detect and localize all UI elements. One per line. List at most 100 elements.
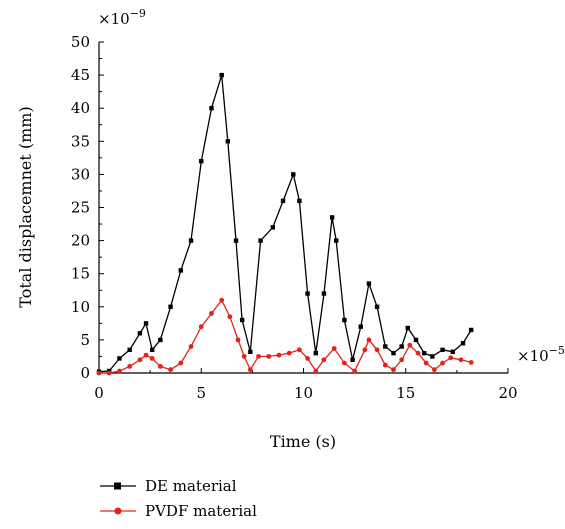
data-point [383, 344, 388, 349]
data-point [106, 370, 112, 376]
data-point [391, 350, 396, 356]
data-point [321, 357, 327, 363]
data-point [209, 106, 214, 111]
legend-item: DE material [100, 477, 237, 495]
data-point [280, 198, 286, 204]
y-multiplier: ×10−9 [98, 7, 146, 28]
data-point [313, 368, 319, 374]
data-point [468, 360, 474, 365]
data-point [297, 347, 302, 353]
x-tick-label: 5 [196, 384, 206, 402]
data-point [421, 350, 427, 356]
data-point [468, 327, 474, 333]
series-line [99, 298, 472, 374]
data-point [286, 350, 292, 356]
data-point [199, 158, 204, 164]
data-point [431, 367, 437, 373]
x-ticks: 0 5 10 15 20 [94, 368, 518, 402]
data-point [258, 238, 263, 243]
legend: DE material PVDF material [100, 477, 257, 520]
y-tick-label: 45 [71, 66, 90, 84]
data-point [334, 238, 339, 243]
data-point [399, 357, 405, 363]
data-point [188, 344, 194, 349]
x-multiplier: ×10−5 [517, 344, 565, 365]
data-point [405, 325, 410, 331]
x-axis-title: Time (s) [270, 432, 336, 451]
series-line [98, 74, 472, 373]
data-point [342, 317, 347, 323]
data-point [209, 311, 214, 316]
y-ticks: 0 5 10 15 20 25 30 35 40 45 50 [71, 33, 104, 382]
legend-marker [114, 482, 121, 490]
y-tick-label: 10 [71, 298, 90, 316]
data-point [321, 291, 327, 296]
data-point [256, 354, 261, 359]
legend-marker [114, 507, 122, 515]
y-tick-label: 25 [71, 199, 90, 217]
data-point [399, 344, 404, 349]
data-point [297, 198, 302, 204]
y-tick-label: 35 [71, 132, 90, 150]
data-point [276, 352, 282, 358]
data-point [460, 341, 466, 346]
data-point [362, 347, 368, 353]
data-point [137, 331, 143, 336]
data-point [96, 370, 102, 376]
data-point [198, 324, 204, 330]
y-axis-title: Total displacemnet (mm) [16, 106, 35, 307]
data-point [270, 225, 276, 230]
data-point [358, 324, 363, 329]
y-tick-label: 5 [80, 331, 90, 349]
data-point [391, 367, 396, 373]
data-point [450, 349, 455, 355]
data-point [415, 350, 421, 356]
x-tick-label: 20 [498, 384, 517, 402]
data-point [305, 356, 310, 361]
data-point [247, 367, 253, 373]
data-point [149, 347, 155, 353]
y-tick-label: 15 [71, 265, 90, 283]
data-point [458, 357, 464, 363]
data-point [423, 360, 429, 366]
data-point [239, 317, 245, 323]
data-point [266, 354, 272, 359]
y-tick-label: 20 [71, 232, 90, 250]
data-point [331, 346, 337, 351]
series-pvdf [96, 297, 474, 376]
y-tick-label: 0 [80, 364, 90, 382]
data-point [137, 357, 143, 363]
y-tick-label: 40 [71, 99, 90, 117]
data-point [440, 360, 445, 366]
data-point [291, 172, 296, 177]
data-point [178, 268, 183, 273]
data-point [143, 321, 149, 326]
data-point [178, 360, 184, 366]
data-point [440, 347, 445, 353]
data-point [366, 337, 372, 343]
data-point [233, 238, 239, 243]
data-point [188, 238, 194, 243]
legend-label: PVDF material [145, 502, 257, 520]
data-point [168, 304, 173, 309]
data-point [117, 368, 122, 374]
axes [98, 42, 508, 374]
data-point [329, 215, 335, 220]
series-de [96, 72, 474, 374]
x-tick-label: 10 [294, 384, 313, 402]
data-point [407, 342, 413, 348]
data-point [313, 350, 318, 356]
data-point [235, 337, 241, 343]
data-point [374, 347, 380, 353]
data-point [225, 139, 231, 144]
data-point [342, 360, 347, 366]
data-point [149, 356, 155, 361]
data-point [219, 72, 224, 78]
data-point [382, 362, 388, 368]
data-point [448, 355, 454, 361]
data-point [143, 352, 149, 358]
data-point [366, 281, 372, 286]
data-point [430, 354, 435, 359]
